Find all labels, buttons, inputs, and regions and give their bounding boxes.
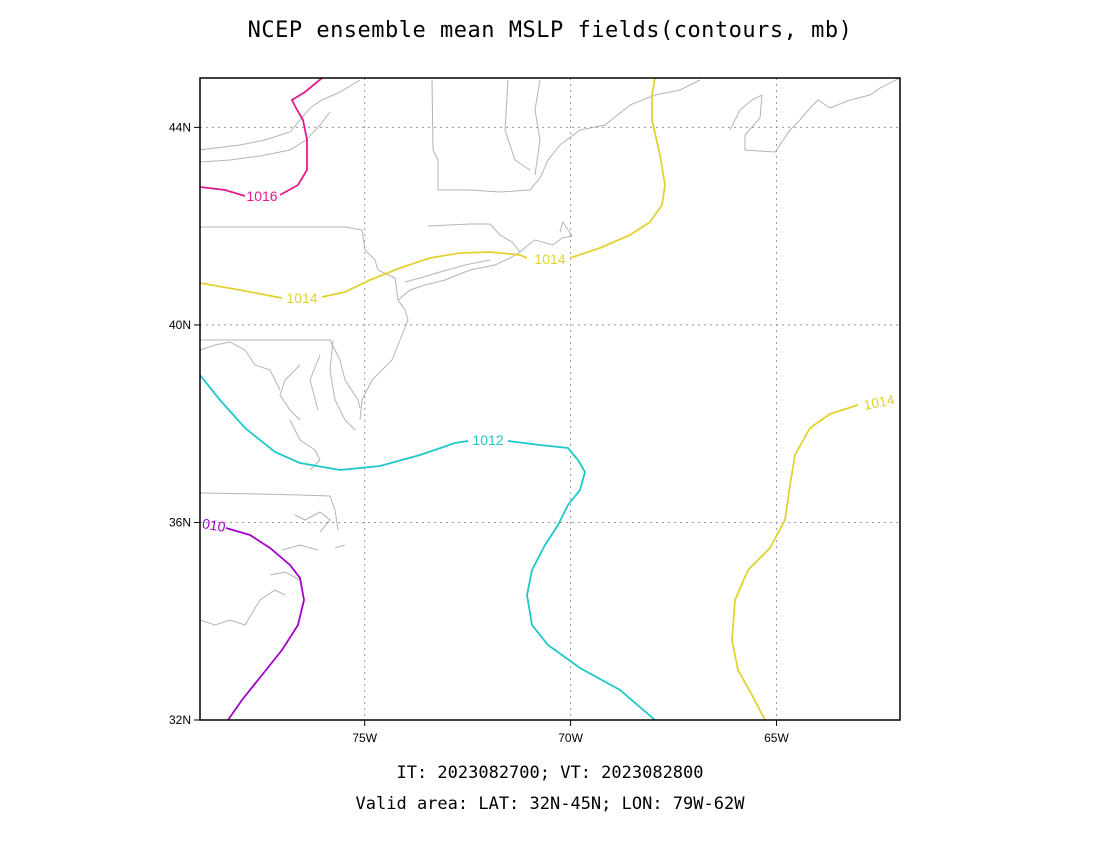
tick-label-lon: 65W — [764, 731, 789, 745]
contour-1016 — [199, 77, 323, 197]
valid-area: Valid area: LAT: 32N-45N; LON: 79W-62W — [355, 794, 745, 814]
coastline-ma-ri — [427, 220, 573, 253]
coastline-nc — [199, 511, 346, 626]
plot-frame — [199, 77, 901, 721]
tick-label-lat: 32N — [169, 713, 191, 727]
tick-label-lon: 70W — [558, 731, 583, 745]
coastline-delmarva — [200, 339, 361, 431]
contour-label-1010: 010 — [201, 515, 227, 535]
contour-label-1016: 1016 — [246, 188, 277, 204]
border-va-nc — [199, 492, 339, 531]
tick-label-lat: 40N — [169, 318, 191, 332]
tick-label-lat: 36N — [169, 515, 191, 529]
coastline-chesapeake — [199, 341, 321, 471]
contour-label-1014-west: 1014 — [286, 290, 317, 306]
axis-ticks: 32N 36N 40N 44N 75W 70W 65W — [169, 120, 789, 745]
contour-1012 — [199, 374, 656, 721]
tick-label-lon: 75W — [352, 731, 377, 745]
contour-label-1014-east: 1014 — [862, 391, 896, 413]
tick-label-lat: 44N — [169, 120, 191, 134]
contour-layer — [199, 77, 859, 721]
contour-1014-north — [199, 77, 666, 299]
coastline-nova-scotia — [729, 77, 901, 153]
contour-1014-east — [731, 404, 859, 721]
coastline-new-england — [431, 79, 701, 193]
border-ny-pa — [200, 226, 379, 271]
figure-title: NCEP ensemble mean MSLP fields(contours,… — [247, 18, 853, 43]
coastline-great-lakes — [199, 79, 361, 163]
coastline-layer — [199, 77, 901, 626]
init-valid-time: IT: 2023082700; VT: 2023082800 — [396, 763, 704, 783]
contour-label-1012: 1012 — [472, 432, 503, 448]
contour-1010 — [225, 527, 305, 721]
coastline-nj — [359, 269, 409, 421]
contour-label-layer: 1016 1014 1014 1014 1012 010 — [201, 188, 896, 535]
coastline-long-island — [397, 251, 521, 301]
contour-label-1014-mid: 1014 — [534, 251, 565, 267]
